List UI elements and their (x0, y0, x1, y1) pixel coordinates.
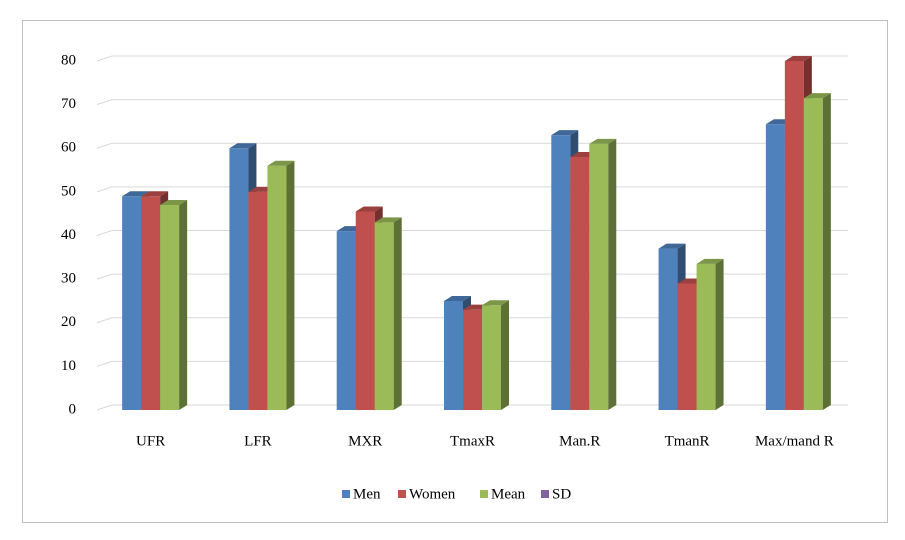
bar-top (784, 56, 812, 61)
bar-front (570, 156, 590, 410)
grid-line-depth (96, 142, 113, 149)
bar (482, 300, 509, 410)
bar (803, 93, 831, 411)
legend-swatch (398, 490, 406, 498)
grid-line-depth (96, 404, 113, 411)
y-tick-label: 50 (61, 183, 76, 199)
bar-top (374, 217, 402, 223)
bar (696, 258, 724, 410)
x-tick-label: TmaxR (450, 433, 495, 449)
bar-top (696, 258, 724, 264)
grid-line-depth (96, 55, 113, 62)
bar-front (141, 196, 161, 410)
bar-side (715, 258, 724, 410)
bar-top (355, 206, 383, 212)
y-tick-label: 40 (61, 227, 76, 243)
x-tick-label: LFR (244, 433, 272, 449)
bar-front (267, 165, 287, 410)
bar-top (160, 199, 188, 205)
bar-front (229, 148, 249, 410)
x-tick-label: Max/mand R (755, 433, 834, 449)
bar-front (355, 211, 375, 410)
legend-label: Mean (491, 486, 526, 502)
x-tick-label: TmanR (665, 433, 710, 449)
x-tick-label: MXR (348, 433, 382, 449)
y-tick-label: 0 (69, 401, 77, 417)
legend-swatch (541, 490, 549, 498)
bar-front (248, 191, 268, 410)
bar-top (267, 160, 295, 166)
y-tick-label: 60 (61, 140, 76, 156)
x-tick-label: UFR (136, 433, 165, 449)
bar-top (589, 138, 617, 144)
bar (267, 160, 295, 410)
bar-side (286, 160, 295, 410)
grid-line-depth (96, 317, 113, 324)
bar-front (160, 204, 180, 410)
bar-top (658, 243, 686, 249)
bar-front (482, 305, 501, 410)
bar-side (608, 138, 617, 410)
bar-front (336, 231, 356, 410)
y-tick-label: 20 (61, 314, 76, 330)
grid-line-depth (96, 273, 113, 280)
bar-top (803, 93, 831, 99)
bar-front (803, 98, 823, 411)
x-tick-label: Man.R (559, 433, 600, 449)
bar-front (444, 300, 463, 410)
bar-front (658, 248, 678, 410)
bar-side (393, 217, 402, 410)
bar-top (141, 191, 169, 197)
bar-top (444, 295, 471, 301)
legend-label: Women (409, 486, 456, 502)
legend-swatch (342, 490, 350, 498)
legend-label: Men (353, 486, 381, 502)
bar-top (482, 300, 509, 306)
bar-side (179, 199, 188, 410)
grid-line-depth (96, 230, 113, 236)
y-tick-label: 70 (61, 96, 76, 112)
bar-side (501, 300, 509, 410)
bar-front (765, 124, 785, 410)
bar-front (463, 309, 482, 410)
y-tick-label: 10 (61, 358, 76, 374)
bar-front (122, 196, 142, 410)
bar-front (589, 143, 609, 410)
bar (374, 217, 402, 410)
bar-front (696, 263, 716, 410)
bar-side (822, 93, 831, 411)
bar (160, 199, 188, 410)
bar (589, 138, 617, 410)
grid-line-depth (96, 99, 113, 106)
bar-top (551, 130, 579, 136)
bar-top (229, 143, 257, 149)
bar-top (122, 191, 150, 197)
bar-front (374, 222, 394, 410)
grid-line-depth (96, 186, 113, 193)
bar-front (784, 61, 804, 410)
legend-swatch (480, 490, 488, 498)
grid-line-depth (96, 360, 113, 367)
y-tick-label: 30 (61, 271, 76, 287)
bar-front (677, 283, 697, 410)
y-tick-label: 80 (61, 52, 76, 68)
bar-front (551, 135, 571, 410)
legend-label: SD (552, 486, 571, 502)
